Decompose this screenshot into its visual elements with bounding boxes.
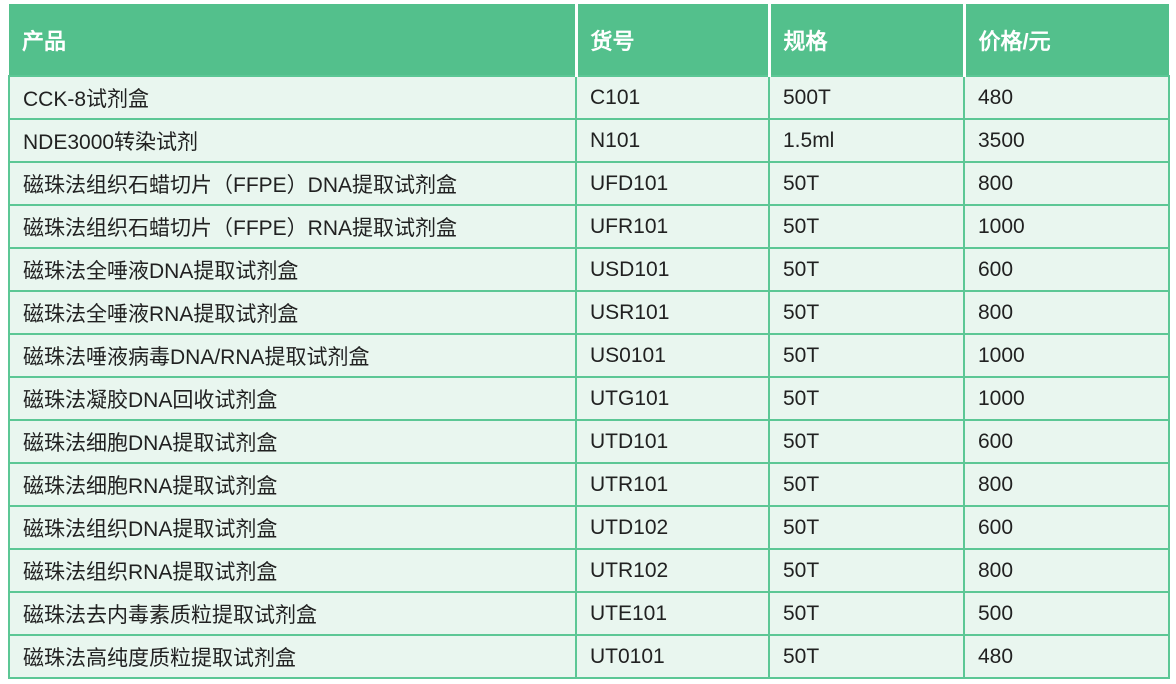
cell-product: 磁珠法细胞DNA提取试剂盒 [8,419,577,464]
cell-product: 磁珠法组织石蜡切片（FFPE）RNA提取试剂盒 [8,204,577,249]
table-row: 磁珠法细胞DNA提取试剂盒 UTD101 50T 600 [8,419,1170,464]
cell-price: 480 [963,75,1170,120]
cell-product: 磁珠法唾液病毒DNA/RNA提取试剂盒 [8,333,577,378]
col-header-price: 价格/元 [962,4,1169,76]
cell-catalog-no: UFR101 [575,204,770,249]
cell-spec: 50T [768,548,965,593]
cell-product: 磁珠法全唾液RNA提取试剂盒 [8,290,577,335]
cell-spec: 50T [768,505,965,550]
table-row: 磁珠法唾液病毒DNA/RNA提取试剂盒 US0101 50T 1000 [8,333,1170,378]
cell-spec: 50T [768,161,965,206]
col-header-product: 产品 [9,4,576,76]
table-header-row: 产品 货号 规格 价格/元 [9,4,1169,76]
cell-catalog-no: N101 [575,118,770,163]
table-row: 磁珠法组织石蜡切片（FFPE）DNA提取试剂盒 UFD101 50T 800 [8,161,1170,206]
cell-price: 600 [963,419,1170,464]
table-row: 磁珠法组织RNA提取试剂盒 UTR102 50T 800 [8,548,1170,593]
cell-price: 800 [963,548,1170,593]
cell-product: 磁珠法组织RNA提取试剂盒 [8,548,577,593]
cell-price: 600 [963,247,1170,292]
table-header: 产品 货号 规格 价格/元 [9,4,1169,76]
cell-product: 磁珠法组织DNA提取试剂盒 [8,505,577,550]
table-row: 磁珠法细胞RNA提取试剂盒 UTR101 50T 800 [8,462,1170,507]
cell-price: 1000 [963,333,1170,378]
cell-spec: 50T [768,247,965,292]
cell-product: NDE3000转染试剂 [8,118,577,163]
cell-product: 磁珠法组织石蜡切片（FFPE）DNA提取试剂盒 [8,161,577,206]
cell-spec: 50T [768,204,965,249]
cell-spec: 1.5ml [768,118,965,163]
cell-spec: 50T [768,462,965,507]
cell-spec: 50T [768,419,965,464]
cell-spec: 50T [768,376,965,421]
cell-price: 480 [963,634,1170,679]
product-price-table-container: 产品 货号 规格 价格/元 CCK-8试剂盒 C101 500T 480 NDE3000… [8,4,1170,679]
cell-price: 1000 [963,376,1170,421]
col-header-spec: 规格 [767,4,964,76]
product-price-table: 产品 货号 规格 价格/元 CCK-8试剂盒 C101 500T 480 NDE3000… [8,4,1170,679]
cell-spec: 50T [768,591,965,636]
col-header-catalog-no: 货号 [574,4,769,76]
cell-catalog-no: UFD101 [575,161,770,206]
cell-catalog-no: USR101 [575,290,770,335]
table-row: 磁珠法全唾液RNA提取试剂盒 USR101 50T 800 [8,290,1170,335]
cell-price: 1000 [963,204,1170,249]
cell-price: 600 [963,505,1170,550]
cell-catalog-no: USD101 [575,247,770,292]
cell-catalog-no: UTD101 [575,419,770,464]
cell-catalog-no: UTD102 [575,505,770,550]
cell-catalog-no: UTR102 [575,548,770,593]
cell-spec: 50T [768,290,965,335]
cell-price: 800 [963,290,1170,335]
cell-product: 磁珠法去内毒素质粒提取试剂盒 [8,591,577,636]
table-row: 磁珠法去内毒素质粒提取试剂盒 UTE101 50T 500 [8,591,1170,636]
table-row: CCK-8试剂盒 C101 500T 480 [8,75,1170,120]
cell-catalog-no: UT0101 [575,634,770,679]
cell-product: 磁珠法高纯度质粒提取试剂盒 [8,634,577,679]
cell-spec: 500T [768,75,965,120]
table-row: 磁珠法组织DNA提取试剂盒 UTD102 50T 600 [8,505,1170,550]
table-row: NDE3000转染试剂 N101 1.5ml 3500 [8,118,1170,163]
table-row: 磁珠法组织石蜡切片（FFPE）RNA提取试剂盒 UFR101 50T 1000 [8,204,1170,249]
cell-catalog-no: UTR101 [575,462,770,507]
cell-spec: 50T [768,634,965,679]
cell-product: 磁珠法细胞RNA提取试剂盒 [8,462,577,507]
cell-price: 500 [963,591,1170,636]
cell-product: 磁珠法全唾液DNA提取试剂盒 [8,247,577,292]
cell-catalog-no: UTE101 [575,591,770,636]
cell-catalog-no: C101 [575,75,770,120]
cell-catalog-no: UTG101 [575,376,770,421]
cell-spec: 50T [768,333,965,378]
cell-product: CCK-8试剂盒 [8,75,577,120]
table-row: 磁珠法凝胶DNA回收试剂盒 UTG101 50T 1000 [8,376,1170,421]
table-row: 磁珠法全唾液DNA提取试剂盒 USD101 50T 600 [8,247,1170,292]
cell-catalog-no: US0101 [575,333,770,378]
table-body: CCK-8试剂盒 C101 500T 480 NDE3000转染试剂 N101 1.5ml 3… [8,75,1170,679]
cell-price: 800 [963,462,1170,507]
cell-price: 3500 [963,118,1170,163]
cell-product: 磁珠法凝胶DNA回收试剂盒 [8,376,577,421]
cell-price: 800 [963,161,1170,206]
table-row: 磁珠法高纯度质粒提取试剂盒 UT0101 50T 480 [8,634,1170,679]
